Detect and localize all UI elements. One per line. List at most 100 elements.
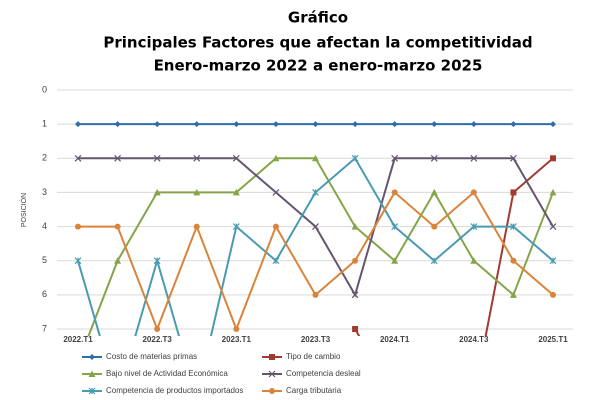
marker xyxy=(89,354,95,360)
marker xyxy=(75,223,81,230)
y-tick-label: 3 xyxy=(42,187,47,197)
y-axis-label: POSICIÓN xyxy=(19,193,28,227)
marker xyxy=(549,188,557,196)
marker xyxy=(114,223,121,230)
legend-label: Tipo de cambio xyxy=(286,352,341,361)
marker xyxy=(509,154,517,162)
marker xyxy=(391,189,398,196)
marker xyxy=(75,360,82,367)
marker xyxy=(312,154,319,162)
marker xyxy=(351,223,359,230)
marker xyxy=(312,291,319,298)
legend-label: Costo de materias primas xyxy=(106,352,197,361)
plot-area xyxy=(74,121,557,400)
marker xyxy=(269,388,275,394)
marker xyxy=(509,223,517,230)
x-tick-label: 2023.T1 xyxy=(222,335,252,344)
marker xyxy=(391,223,399,230)
marker xyxy=(550,291,556,298)
chart-title: Principales Factores que afectan la comp… xyxy=(103,34,532,52)
marker xyxy=(352,257,359,264)
marker xyxy=(392,394,398,400)
marker xyxy=(88,387,96,395)
marker xyxy=(550,121,556,128)
marker xyxy=(74,154,82,162)
legend-item: Costo de materias primas xyxy=(82,352,197,361)
marker xyxy=(510,121,517,128)
x-tick-label: 2022.T3 xyxy=(142,335,172,344)
series-line xyxy=(354,157,554,336)
marker xyxy=(470,189,477,196)
marker xyxy=(470,154,478,162)
marker xyxy=(194,394,200,400)
marker xyxy=(193,223,200,230)
chart-title: Enero-marzo 2022 a enero-marzo 2025 xyxy=(154,57,483,75)
marker xyxy=(510,189,517,196)
legend-label: Bajo nivel de Actividad Económica xyxy=(106,369,228,378)
marker xyxy=(430,154,438,162)
legend-item: Bajo nivel de Actividad Económica xyxy=(82,369,228,378)
marker xyxy=(351,291,359,299)
marker xyxy=(391,121,398,128)
marker xyxy=(272,154,280,162)
marker xyxy=(391,154,399,162)
marker xyxy=(431,121,438,128)
y-tick-label: 5 xyxy=(42,255,47,265)
y-tick-label: 0 xyxy=(42,84,47,94)
legend-label: Competencia de productos importados xyxy=(106,386,243,395)
marker xyxy=(88,370,96,377)
marker xyxy=(510,257,517,264)
marker xyxy=(269,354,275,360)
marker xyxy=(272,189,280,196)
marker xyxy=(509,291,517,298)
marker xyxy=(233,121,240,128)
marker xyxy=(312,223,319,230)
marker xyxy=(153,257,161,265)
marker xyxy=(549,223,557,230)
marker xyxy=(272,121,279,128)
marker xyxy=(470,257,478,264)
marker xyxy=(549,257,557,265)
marker xyxy=(431,394,437,400)
legend-item: Competencia de productos importados xyxy=(82,386,243,395)
chart-title: Gráfico xyxy=(288,9,348,27)
marker xyxy=(232,154,240,162)
marker xyxy=(154,326,161,332)
legend-item: Tipo de cambio xyxy=(262,352,341,361)
marker xyxy=(114,257,122,264)
marker xyxy=(430,188,438,196)
marker xyxy=(268,370,276,378)
legend-item: Competencia desleal xyxy=(262,369,361,378)
marker xyxy=(352,326,359,332)
marker xyxy=(154,121,161,128)
marker xyxy=(312,121,319,128)
marker xyxy=(470,223,478,230)
marker xyxy=(550,155,556,162)
x-tick-label: 2023.T3 xyxy=(301,335,331,344)
marker xyxy=(114,121,121,128)
marker xyxy=(272,223,279,230)
marker xyxy=(391,257,399,264)
marker xyxy=(471,394,477,400)
marker xyxy=(193,188,201,196)
marker xyxy=(470,121,477,128)
marker xyxy=(272,257,280,265)
marker xyxy=(114,154,122,162)
marker xyxy=(351,154,359,162)
marker xyxy=(312,189,319,196)
marker xyxy=(430,257,438,265)
x-tick-label: 2025.T1 xyxy=(538,335,568,344)
y-tick-label: 7 xyxy=(42,323,47,333)
marker xyxy=(232,223,240,230)
y-tick-label: 6 xyxy=(42,289,47,299)
marker xyxy=(193,121,200,128)
x-tick-label: 2022.T1 xyxy=(63,335,93,344)
marker xyxy=(193,154,201,162)
legend-label: Competencia desleal xyxy=(286,369,361,378)
legend-label: Carga tributaria xyxy=(286,386,342,395)
marker xyxy=(153,188,161,196)
x-tick-label: 2024.T3 xyxy=(459,335,489,344)
marker xyxy=(75,121,81,128)
marker xyxy=(232,188,240,196)
